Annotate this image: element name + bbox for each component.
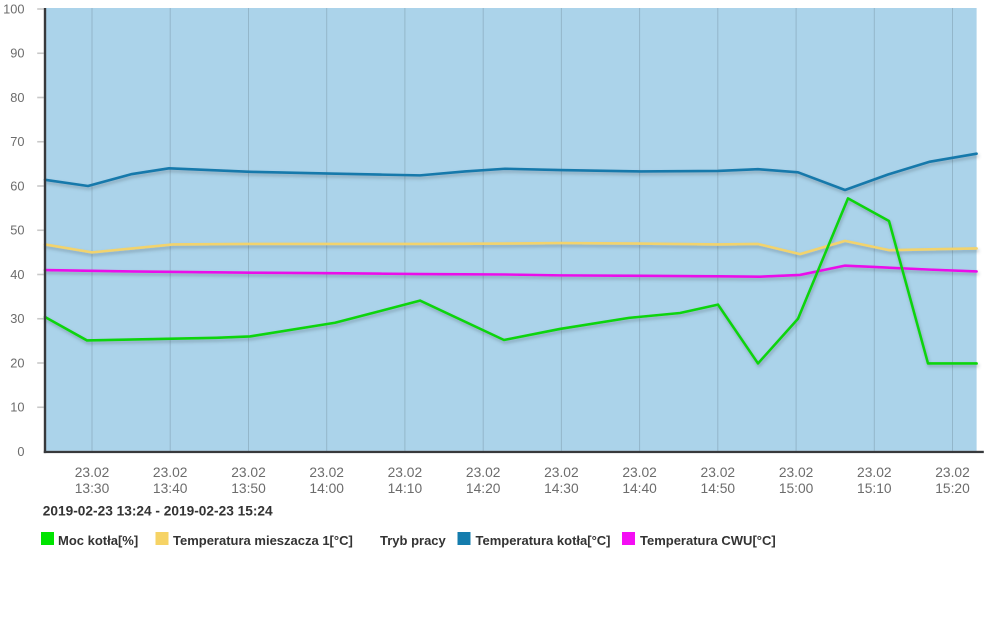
svg-text:15:10: 15:10 [857,481,892,496]
svg-text:Temperatura kotła[°C]: Temperatura kotła[°C] [476,533,611,548]
svg-text:23.02: 23.02 [388,465,423,480]
svg-text:13:30: 13:30 [75,481,110,496]
svg-text:15:20: 15:20 [935,481,970,496]
svg-text:70: 70 [10,134,24,149]
svg-text:30: 30 [10,311,24,326]
svg-text:14:40: 14:40 [622,481,657,496]
svg-text:14:20: 14:20 [466,481,501,496]
svg-text:90: 90 [10,46,24,61]
svg-text:14:00: 14:00 [309,481,344,496]
svg-text:13:50: 13:50 [231,481,266,496]
svg-text:23.02: 23.02 [153,465,188,480]
svg-text:0: 0 [17,444,24,459]
svg-text:23.02: 23.02 [544,465,579,480]
svg-text:23.02: 23.02 [231,465,266,480]
svg-text:Temperatura mieszacza 1[°C]: Temperatura mieszacza 1[°C] [173,533,353,548]
svg-text:23.02: 23.02 [622,465,657,480]
svg-text:20: 20 [10,355,24,370]
svg-text:2019-02-23 13:24 - 2019-02-23: 2019-02-23 13:24 - 2019-02-23 15:24 [43,504,273,519]
svg-text:60: 60 [10,178,24,193]
svg-text:40: 40 [10,267,24,282]
svg-text:15:00: 15:00 [779,481,814,496]
svg-text:14:30: 14:30 [544,481,579,496]
svg-text:23.02: 23.02 [466,465,501,480]
svg-text:23.02: 23.02 [779,465,814,480]
svg-text:80: 80 [10,90,24,105]
svg-text:23.02: 23.02 [309,465,344,480]
svg-text:Tryb pracy: Tryb pracy [380,533,447,548]
svg-text:50: 50 [10,223,24,238]
svg-text:Temperatura CWU[°C]: Temperatura CWU[°C] [640,533,776,548]
svg-text:10: 10 [10,400,24,415]
svg-text:14:50: 14:50 [701,481,736,496]
svg-text:23.02: 23.02 [935,465,970,480]
svg-text:100: 100 [3,1,24,16]
svg-text:23.02: 23.02 [701,465,736,480]
svg-text:14:10: 14:10 [388,481,423,496]
svg-text:23.02: 23.02 [75,465,110,480]
svg-text:23.02: 23.02 [857,465,892,480]
svg-text:Moc kotła[%]: Moc kotła[%] [58,533,138,548]
svg-text:13:40: 13:40 [153,481,188,496]
